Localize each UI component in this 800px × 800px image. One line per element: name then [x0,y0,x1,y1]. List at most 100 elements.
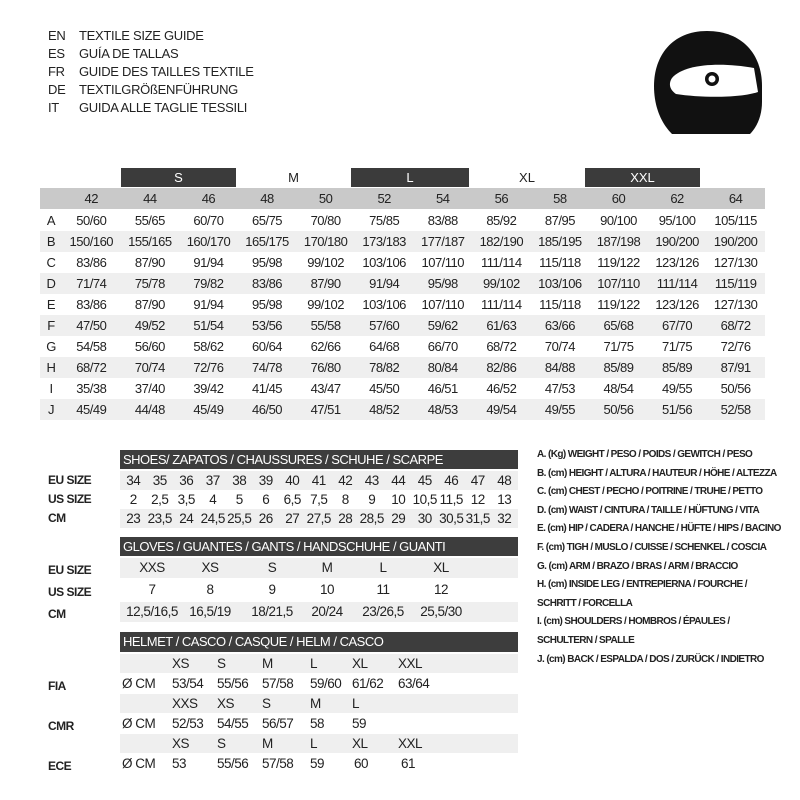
helmet-size: XS [172,656,190,671]
table-cell: 54/58 [76,339,107,354]
language-line: EN TEXTILE SIZE GUIDE [48,28,204,43]
table-cell: 65/68 [603,318,634,333]
table-cell: L [379,560,387,575]
table-cell: 37 [205,473,221,488]
table-cell: 27,5 [306,511,332,526]
legend-item: F. (cm) TIGH / MUSLO / CUISSE / SCHENKEL… [537,542,767,553]
table-cell: 34 [126,473,141,488]
size-number: 60 [611,191,626,206]
table-cell: 40 [285,473,300,488]
table-cell: 182/190 [479,234,524,249]
table-cell: XXS [139,560,165,575]
helmet-unit: Ø CM [122,716,156,731]
helmet-value: 61/62 [352,676,384,691]
table-cell: 36 [179,473,194,488]
table-cell: 55/58 [310,318,342,333]
helmet-size: XL [352,736,368,751]
table-cell: 46/51 [427,381,459,396]
table-cell: 4 [209,492,217,507]
table-cell: 70/74 [544,339,576,354]
table-cell: 48 [497,473,512,488]
table-cell: 42 [338,473,353,488]
table-cell: 62/66 [310,339,342,354]
legend-item: C. (cm) CHEST / PECHO / POITRINE / TRUHE… [537,486,763,498]
table-cell: 6 [262,492,270,507]
legend-item: B. (cm) HEIGHT / ALTURA / HAUTEUR / HÖHE… [537,467,777,479]
table-cell: 75/78 [134,276,166,291]
size-band-m: M [288,170,299,185]
helmet-value-row: Ø CM 53 55/56 57/58 59 60 61 [120,754,518,773]
table-cell: 49/54 [486,402,517,417]
size-band-xl: XL [519,170,535,185]
table-cell: 60/70 [193,213,224,228]
table-cell: 8 [206,582,214,597]
table-cell: 23/26,5 [362,604,404,619]
table-cell: 41 [311,473,327,488]
table-cell: 68/72 [720,318,752,333]
gloves-label-eu: EU SIZE [48,563,92,577]
table-cell: 32 [497,511,512,526]
table-cell: 45/49 [76,402,107,417]
table-cell: 99/102 [482,276,520,291]
table-cell: 103/106 [362,255,406,270]
table-cell: 10 [391,492,406,507]
table-cell: 79/82 [193,276,224,291]
helmet-size: S [217,656,226,671]
table-cell: 44/48 [134,402,166,417]
table-cell: 52/58 [720,402,752,417]
language-title: TEXTILGRÖßENFÜHRUNG [79,82,238,97]
table-row: C 83/86 87/90 91/94 95/98 99/102 103/106 107/11… [40,252,765,273]
table-row: A 50/60 55/65 60/70 65/75 70/80 75/85 83/88 85/9… [40,210,765,231]
helmet-size: S [217,736,226,751]
table-cell: 87/90 [134,297,166,312]
table-cell: 95/100 [658,213,696,228]
table-cell: 70/80 [310,213,342,228]
table-cell: 48/54 [603,381,634,396]
table-cell: 72/76 [720,339,752,354]
legend-item: H. (cm) INSIDE LEG / ENTREPIERNA / FOURC… [537,579,748,591]
table-cell: 83/88 [427,213,459,228]
table-cell: 30,5 [439,511,464,526]
table-cell: 150/160 [69,234,114,249]
table-cell: 48/52 [369,402,400,417]
size-number: 42 [84,191,99,206]
gloves-row-eu: XXS XS S M L XL [120,558,518,578]
size-band-xxl: XXL [585,168,700,187]
helmet-value: 57/58 [262,756,294,771]
language-line: FR GUIDE DES TAILLES TEXTILE [48,64,254,79]
table-cell: 49/55 [662,381,693,396]
table-cell: 7,5 [310,492,328,507]
table-cell: 60/64 [252,339,283,354]
table-cell: XS [201,560,219,575]
row-letter: D [46,276,56,291]
table-row: H 68/72 70/74 72/76 74/78 76/80 78/82 80/84 82/8… [40,357,765,378]
table-cell: 87/95 [544,213,576,228]
table-cell: 41/45 [252,381,283,396]
helmet-size: M [262,656,273,671]
helmet-size: L [310,656,318,671]
table-cell: 95/98 [252,297,283,312]
helmet-size: XXL [398,736,423,751]
table-cell: 71/74 [76,276,107,291]
table-cell: 25,5 [227,511,252,526]
helmet-size-row: XS S M L XL XXL [120,734,518,753]
table-cell: 71/75 [662,339,693,354]
row-letter: F [47,318,55,333]
table-cell: 90/100 [600,213,637,228]
table-cell: 45 [417,473,433,488]
table-cell: 2 [129,492,138,507]
size-number: 64 [728,191,743,206]
table-cell: 24 [179,511,194,526]
size-number: 56 [494,191,509,206]
gloves-row-cm: 12,5/16,5 16,5/19 18/21,5 20/24 23/26,5 25,5/… [120,602,518,622]
table-cell: 99/102 [307,297,344,312]
helmet-size: XS [172,736,190,751]
gloves-header: GLOVES / GUANTES / GANTS / HANDSCHUHE / … [120,537,518,556]
table-row: G 54/58 56/60 58/62 60/64 62/66 64/68 66/70 68/7… [40,336,765,357]
helmet-standard-cmr: CMR [48,719,74,733]
table-cell: 83/86 [252,276,283,291]
table-cell: 155/165 [128,234,172,249]
table-cell: 6,5 [283,492,302,507]
table-cell: 55/65 [134,213,166,228]
